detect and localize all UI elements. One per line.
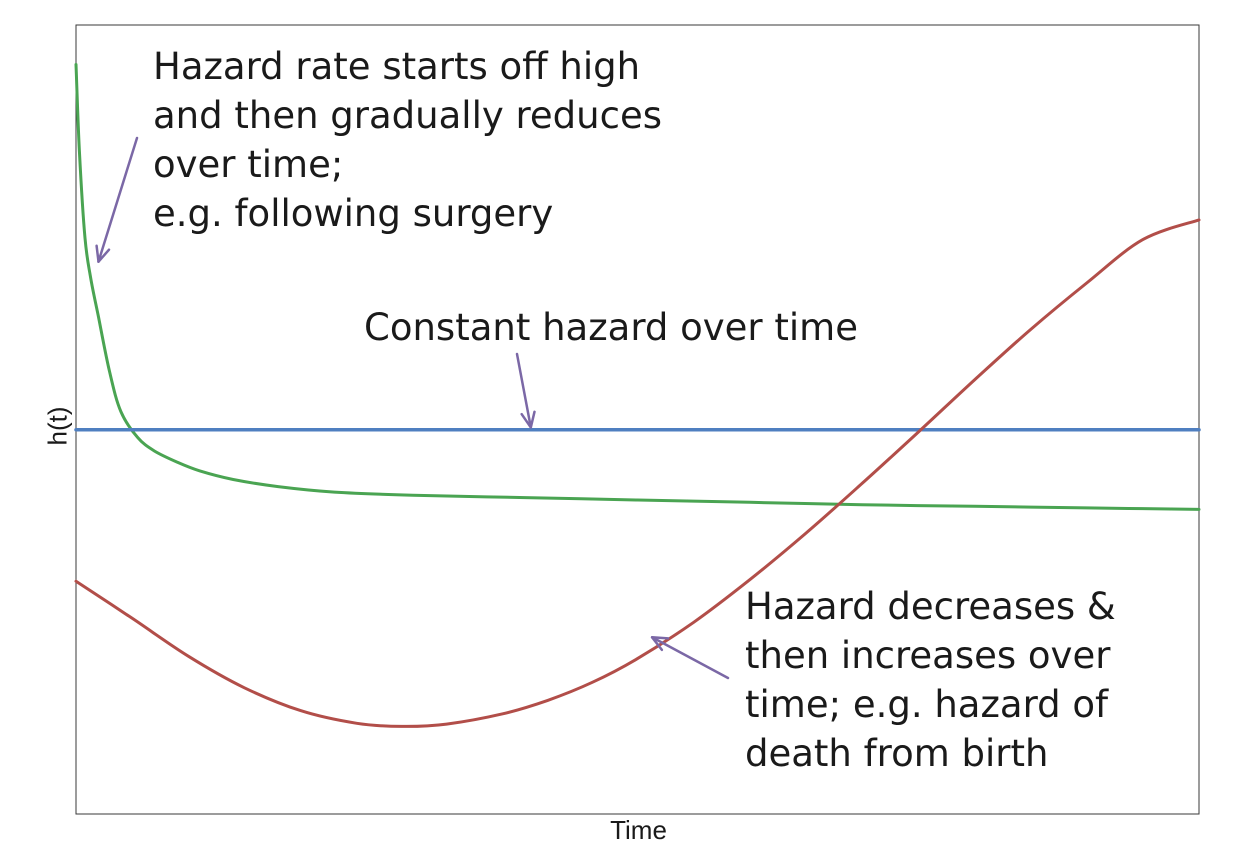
annotation-line: e.g. following surgery bbox=[153, 192, 554, 235]
arrow-head-bathtub bbox=[650, 636, 670, 652]
annotation-line: then increases over bbox=[745, 634, 1111, 677]
arrow-shaft-constant bbox=[515, 352, 533, 429]
annotation-constant-hazard: Constant hazard over time bbox=[364, 303, 858, 352]
series-layer bbox=[74, 63, 1201, 728]
arrow-bathtub bbox=[650, 636, 730, 680]
arrow-shaft-decreasing bbox=[97, 136, 139, 263]
arrow-decreasing bbox=[95, 136, 139, 263]
annotation-line: Hazard rate starts off high bbox=[153, 45, 641, 88]
annotation-line: time; e.g. hazard of bbox=[745, 683, 1109, 726]
annotation-line: death from birth bbox=[745, 732, 1049, 775]
arrow-head-decreasing bbox=[95, 244, 111, 263]
series-line-decreasing bbox=[74, 63, 1201, 511]
annotation-line: Hazard decreases & bbox=[745, 585, 1116, 628]
plot-frame bbox=[75, 24, 1200, 815]
arrow-head-constant bbox=[520, 410, 536, 429]
y-axis-label: h(t) bbox=[42, 406, 73, 446]
annotation-decreasing-hazard: Hazard rate starts off high and then gra… bbox=[153, 42, 662, 238]
annotation-line: and then gradually reduces bbox=[153, 94, 662, 137]
series-line-bathtub bbox=[74, 218, 1201, 728]
arrow-layer bbox=[95, 136, 730, 680]
annotation-bathtub-hazard: Hazard decreases & then increases over t… bbox=[745, 582, 1116, 778]
arrow-shaft-bathtub bbox=[650, 636, 730, 680]
x-axis-label: Time bbox=[610, 815, 667, 845]
annotation-line: Constant hazard over time bbox=[364, 306, 858, 349]
arrow-constant bbox=[515, 352, 536, 429]
annotation-line: over time; bbox=[153, 143, 344, 186]
